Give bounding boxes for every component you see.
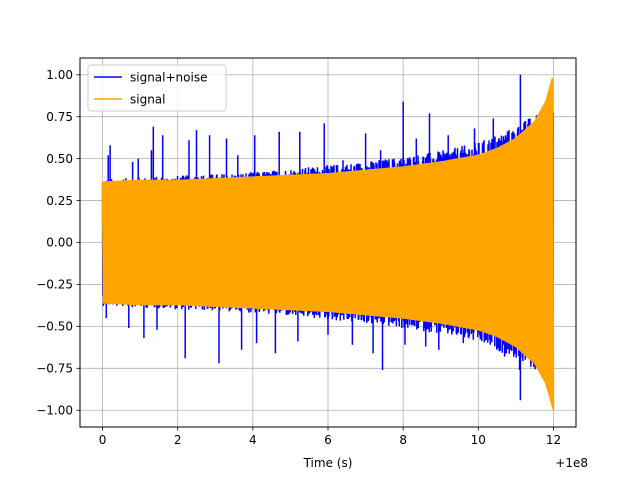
legend: signal+noise signal bbox=[87, 64, 227, 112]
y-tick-label: −1.00 bbox=[36, 403, 73, 417]
x-tick-label: 12 bbox=[546, 433, 561, 447]
y-tick-label: 1.00 bbox=[46, 68, 73, 82]
y-tick-label: 0.25 bbox=[46, 194, 73, 208]
legend-box bbox=[87, 64, 227, 112]
x-axis-label: Time (s) bbox=[303, 456, 353, 470]
y-tick-label: −0.25 bbox=[36, 278, 73, 292]
y-tick-label: 0.75 bbox=[46, 110, 73, 124]
x-tick-label: 6 bbox=[324, 433, 332, 447]
y-tick-label: −0.75 bbox=[36, 361, 73, 375]
y-tick-label: 0.50 bbox=[46, 152, 73, 166]
x-tick-label: 2 bbox=[174, 433, 182, 447]
x-tick-label: 0 bbox=[99, 433, 107, 447]
legend-label-signal: signal bbox=[130, 93, 166, 107]
y-tick-label: 0.00 bbox=[46, 236, 73, 250]
plot-area bbox=[101, 74, 555, 411]
series-area-signal bbox=[101, 77, 555, 411]
x-axis: 0 2 4 6 8 10 12 bbox=[99, 427, 561, 447]
x-axis-offset-label: +1e8 bbox=[555, 456, 588, 470]
x-tick-label: 4 bbox=[249, 433, 257, 447]
x-tick-label: 10 bbox=[471, 433, 486, 447]
y-axis: −1.00 −0.75 −0.50 −0.25 0.00 0.25 0.50 0.75 1.00 bbox=[36, 68, 80, 417]
x-tick-label: 8 bbox=[399, 433, 407, 447]
legend-label-signal-noise: signal+noise bbox=[130, 71, 207, 85]
y-tick-label: −0.50 bbox=[36, 320, 73, 334]
